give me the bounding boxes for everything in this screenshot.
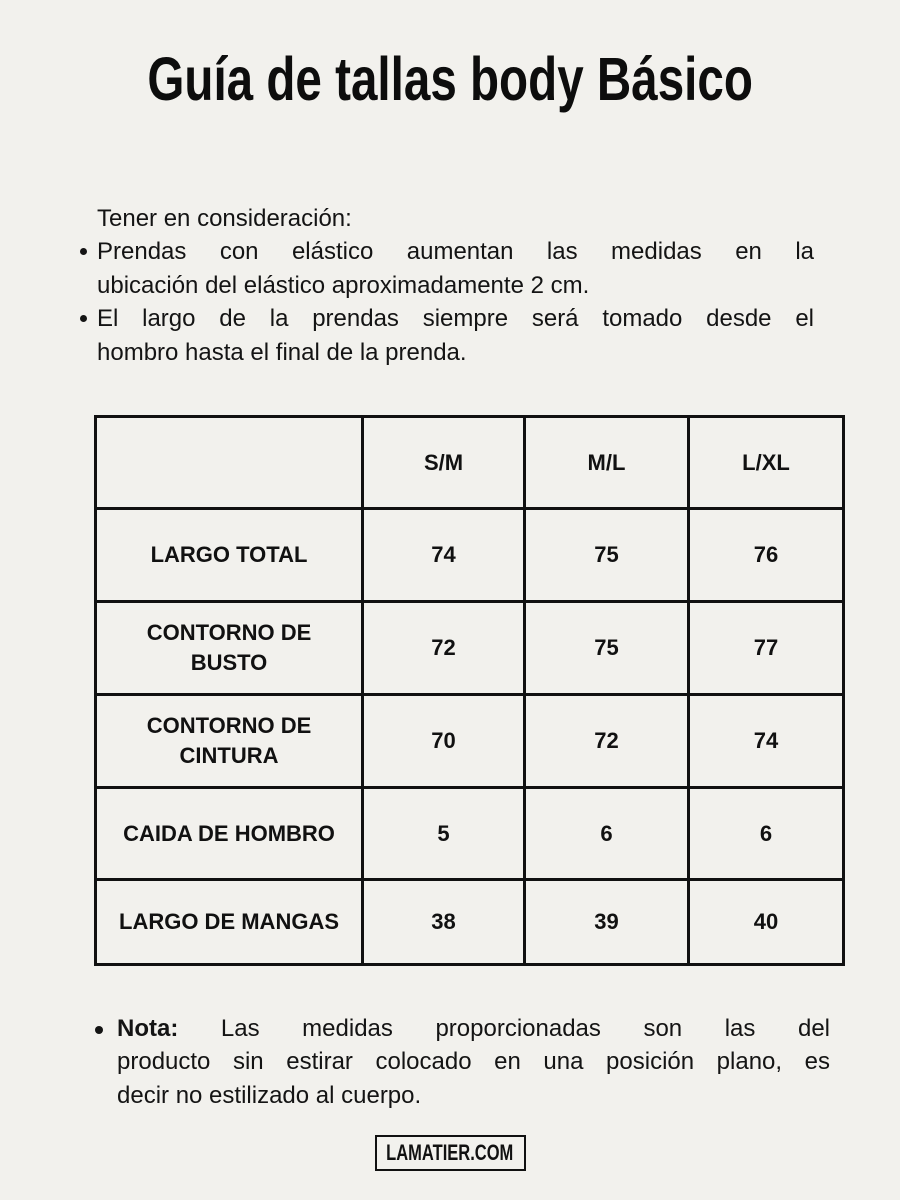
brand-label: LAMATIER.COM <box>386 1140 514 1165</box>
size-column-header: M/L <box>523 415 690 510</box>
size-cell: 40 <box>687 878 845 966</box>
size-cell: 5 <box>361 786 526 881</box>
intro-heading: Tener en consideración: <box>97 205 352 232</box>
bullet-line: El largo de la prendas siempre será toma… <box>97 305 814 333</box>
row-label: LARGO DE MANGAS <box>94 878 364 966</box>
note-line: Nota: Las medidas proporcionadas son las… <box>117 1012 830 1045</box>
table-row: LARGO TOTAL 74 75 76 <box>94 507 845 603</box>
bullet-line: ubicación del elástico aproximadamente 2… <box>97 271 590 299</box>
corner-header-cell <box>94 415 364 510</box>
size-cell: 39 <box>523 878 690 966</box>
size-table: S/M M/L L/XL LARGO TOTAL 74 75 76 CONTOR… <box>94 415 845 966</box>
size-cell: 6 <box>523 786 690 881</box>
table-row: CONTORNO DE BUSTO 72 75 77 <box>94 600 845 696</box>
size-cell: 38 <box>361 878 526 966</box>
page-header: Guía de tallas body Básico <box>0 44 900 114</box>
brand-box: LAMATIER.COM <box>374 1135 526 1171</box>
page-title: Guía de tallas body Básico <box>0 44 900 114</box>
size-cell: 76 <box>687 507 845 603</box>
consideration-list: Prendas con elástico aumentan las medida… <box>80 235 814 369</box>
size-cell: 70 <box>361 693 526 789</box>
bullet-line: hombro hasta el final de la prenda. <box>97 338 467 366</box>
table-row: CONTORNO DE CINTURA 70 72 74 <box>94 693 845 789</box>
size-cell: 77 <box>687 600 845 696</box>
note-text: Las medidas proporcionadas son las del <box>220 1015 830 1042</box>
size-cell: 6 <box>687 786 845 881</box>
list-item-elastic: Prendas con elástico aumentan las medida… <box>80 235 814 302</box>
footer: LAMATIER.COM <box>0 1135 900 1171</box>
bullet-icon <box>95 1026 103 1034</box>
size-cell: 72 <box>523 693 690 789</box>
note-label: Nota: <box>117 1015 179 1042</box>
size-cell: 75 <box>523 507 690 603</box>
list-item-length: El largo de la prendas siempre será toma… <box>80 302 814 369</box>
page-title-text: Guía de tallas body Básico <box>147 45 753 113</box>
note-line: decir no estilizado al cuerpo. <box>117 1081 422 1109</box>
size-cell: 74 <box>361 507 526 603</box>
note-line: producto sin estirar colocado en una pos… <box>117 1048 830 1076</box>
note-section: Nota: Las medidas proporcionadas son las… <box>95 1012 830 1112</box>
bullet-icon <box>80 248 87 256</box>
table-row: CAIDA DE HOMBRO 5 6 6 <box>94 786 845 881</box>
bullet-icon <box>80 315 87 323</box>
size-cell: 72 <box>361 600 526 696</box>
row-label: LARGO TOTAL <box>94 507 364 603</box>
size-cell: 75 <box>523 600 690 696</box>
size-column-header: S/M <box>361 415 526 510</box>
bullet-line: Prendas con elástico aumentan las medida… <box>97 238 814 266</box>
table-header-row: S/M M/L L/XL <box>94 415 845 510</box>
size-cell: 74 <box>687 693 845 789</box>
size-column-header: L/XL <box>687 415 845 510</box>
table-row: LARGO DE MANGAS 38 39 40 <box>94 878 845 966</box>
intro-section: Tener en consideración: Prendas con elás… <box>80 202 814 369</box>
row-label: CONTORNO DE BUSTO <box>94 600 364 696</box>
row-label: CONTORNO DE CINTURA <box>94 693 364 789</box>
row-label: CAIDA DE HOMBRO <box>94 786 364 881</box>
